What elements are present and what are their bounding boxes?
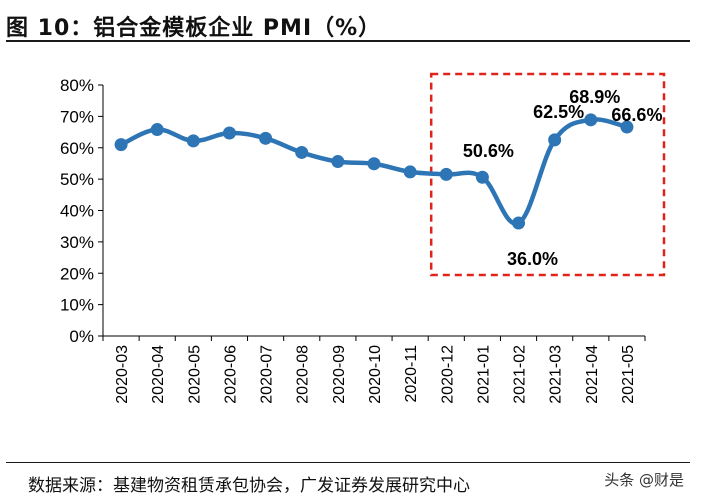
data-point <box>548 133 562 147</box>
x-tick-label: 2020-12 <box>439 345 456 404</box>
x-axis: 2020-03 2020-04 2020-05 2020-06 2020-07 2020-… <box>102 335 646 404</box>
x-tick-label: 2020-08 <box>295 345 312 404</box>
x-tick-label: 2020-03 <box>114 345 131 404</box>
data-point <box>367 157 381 171</box>
title-bar: 图 10：铝合金模板企业 PMI（%） <box>6 4 690 42</box>
y-tick-label: 70% <box>60 107 94 126</box>
chart-area: 0% 10% 20% 30% 40% 50% 60% 70% 80% 2020-03 2020-0… <box>0 44 702 454</box>
x-tick-label: 2021-04 <box>584 345 601 404</box>
data-point <box>584 113 598 127</box>
data-point <box>331 155 345 169</box>
source-note: 数据来源：基建物资租赁承包协会，广发证券发展研究中心 <box>28 476 470 496</box>
data-point <box>114 138 128 152</box>
pmi-line-chart: 0%10%20%30%40%50%60%70%80% 2020-03 2020-0… <box>60 72 666 404</box>
x-tick-label: 2020-06 <box>222 345 239 404</box>
y-tick-label: 30% <box>60 233 94 252</box>
data-labels: 50.6% 36.0% 62.5%68.9%66.6% <box>463 87 663 269</box>
x-tick-label: 2020-04 <box>150 345 167 404</box>
x-tick-label: 2020-10 <box>367 345 384 404</box>
y-axis: 0% 10% 20% 30% 40% 50% 60% 70% 80% <box>60 76 104 346</box>
data-label: 62.5% <box>533 102 584 122</box>
y-tick-label: 40% <box>60 202 94 221</box>
data-point <box>403 165 417 179</box>
x-tick-label: 2020-07 <box>259 345 276 404</box>
series-line <box>114 113 634 230</box>
y-tick-label: 80% <box>60 76 94 95</box>
chart-title: 图 10：铝合金模板企业 PMI（%） <box>6 16 382 41</box>
data-label: 36.0% <box>507 249 558 269</box>
y-tick-label: 60% <box>60 139 94 158</box>
data-point <box>475 170 489 184</box>
y-tick-label: 0% <box>69 327 94 346</box>
data-point <box>150 123 164 137</box>
data-label: 66.6% <box>611 105 662 125</box>
x-tick-label: 2020-11 <box>403 345 420 403</box>
data-point <box>222 126 236 140</box>
data-point <box>295 145 309 159</box>
data-point <box>620 120 634 134</box>
x-tick-label: 2021-01 <box>475 345 492 404</box>
footer: 数据来源：基建物资租赁承包协会，广发证券发展研究中心 头条 @财是 <box>6 462 690 501</box>
x-tick-label: 2021-05 <box>620 345 637 404</box>
data-point <box>512 216 526 230</box>
x-tick-label: 2020-09 <box>331 345 348 404</box>
y-tick-label: 20% <box>60 264 94 283</box>
data-label: 68.9% <box>569 87 620 107</box>
x-tick-label: 2021-02 <box>512 345 529 404</box>
data-point <box>186 134 200 148</box>
x-tick-label: 2020-05 <box>186 345 203 404</box>
data-point <box>439 167 453 181</box>
y-tick-label: 50% <box>60 170 94 189</box>
data-point <box>259 131 273 145</box>
watermark: 头条 @财是 <box>604 471 684 489</box>
data-label: 50.6% <box>463 141 514 161</box>
y-tick-label: 10% <box>60 296 94 315</box>
x-tick-label: 2021-03 <box>548 345 565 404</box>
